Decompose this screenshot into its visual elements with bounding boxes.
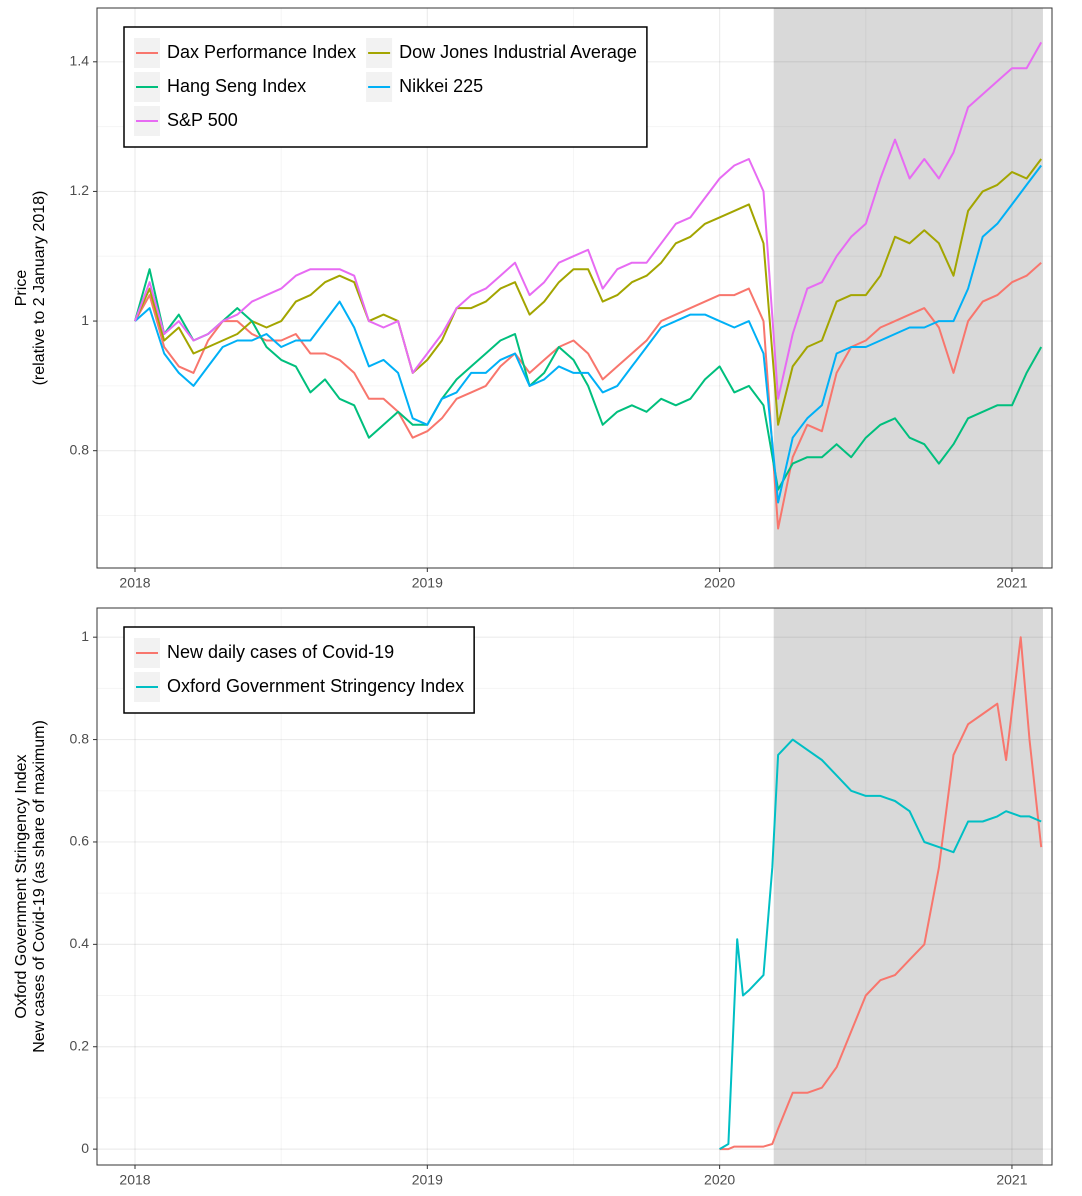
y-tick-label: 1 — [81, 628, 89, 644]
x-tick-label: 2019 — [412, 1172, 443, 1188]
y-tick-label: 0.8 — [70, 441, 90, 457]
series-line — [134, 261, 1042, 530]
series-line — [134, 268, 1043, 491]
series-line — [134, 41, 1043, 400]
plot-border — [96, 7, 1053, 569]
y-tick-label: 0.2 — [70, 1037, 90, 1053]
y-tick-label: 0.6 — [70, 833, 90, 849]
y-tick-label: 0.4 — [70, 935, 90, 951]
x-tick-label: 2018 — [119, 575, 150, 591]
y-tick-label: 0.8 — [70, 730, 90, 746]
x-tick-label: 2019 — [412, 575, 443, 591]
shaded-period — [773, 608, 1043, 1165]
legend-text: Hang Seng Index — [167, 76, 306, 96]
y-tick-label: 1.4 — [70, 52, 90, 68]
shaded-period — [773, 8, 1043, 568]
series-line — [719, 738, 1042, 1150]
y-axis-title: New cases of Covid-19 (as share of maxim… — [31, 720, 48, 1053]
plot-border — [96, 607, 1053, 1166]
y-axis-title: (relative to 2 January 2018) — [31, 191, 48, 386]
series-line — [719, 636, 1043, 1151]
legend-text: Dow Jones Industrial Average — [399, 42, 637, 62]
x-tick-label: 2021 — [996, 575, 1027, 591]
x-tick-label: 2020 — [704, 575, 735, 591]
y-tick-label: 0 — [81, 1140, 89, 1156]
legend: Dax Performance Index Dow Jones Industria… — [123, 26, 648, 148]
legend-text: Dax Performance Index — [167, 42, 356, 62]
legend-text: Oxford Government Stringency Index — [167, 676, 464, 696]
x-tick-label: 2021 — [996, 1172, 1027, 1188]
x-tick-label: 2018 — [119, 1172, 150, 1188]
panel: 0.8 1 1.2 1.4 2018 2019 2020 2021 Price (relative… — [13, 7, 1053, 591]
y-tick-label: 1.2 — [70, 182, 90, 198]
series-line — [134, 158, 1043, 426]
x-tick-label: 2020 — [704, 1172, 735, 1188]
y-axis-title: Oxford Government Stringency Index — [13, 754, 30, 1018]
legend: New daily cases of Covid-19 Oxford Govern… — [123, 626, 475, 714]
legend-text: Nikkei 225 — [399, 76, 483, 96]
y-tick-label: 1 — [81, 312, 89, 328]
legend-text: S&P 500 — [167, 110, 238, 130]
legend-text: New daily cases of Covid-19 — [167, 642, 394, 662]
series-line — [134, 164, 1042, 504]
y-axis-title: Price — [13, 270, 30, 307]
legend-box — [123, 626, 475, 714]
panel: 0 0.2 0.4 0.6 0.8 1 2018 2019 2020 2021 Oxford Gov… — [13, 607, 1053, 1188]
